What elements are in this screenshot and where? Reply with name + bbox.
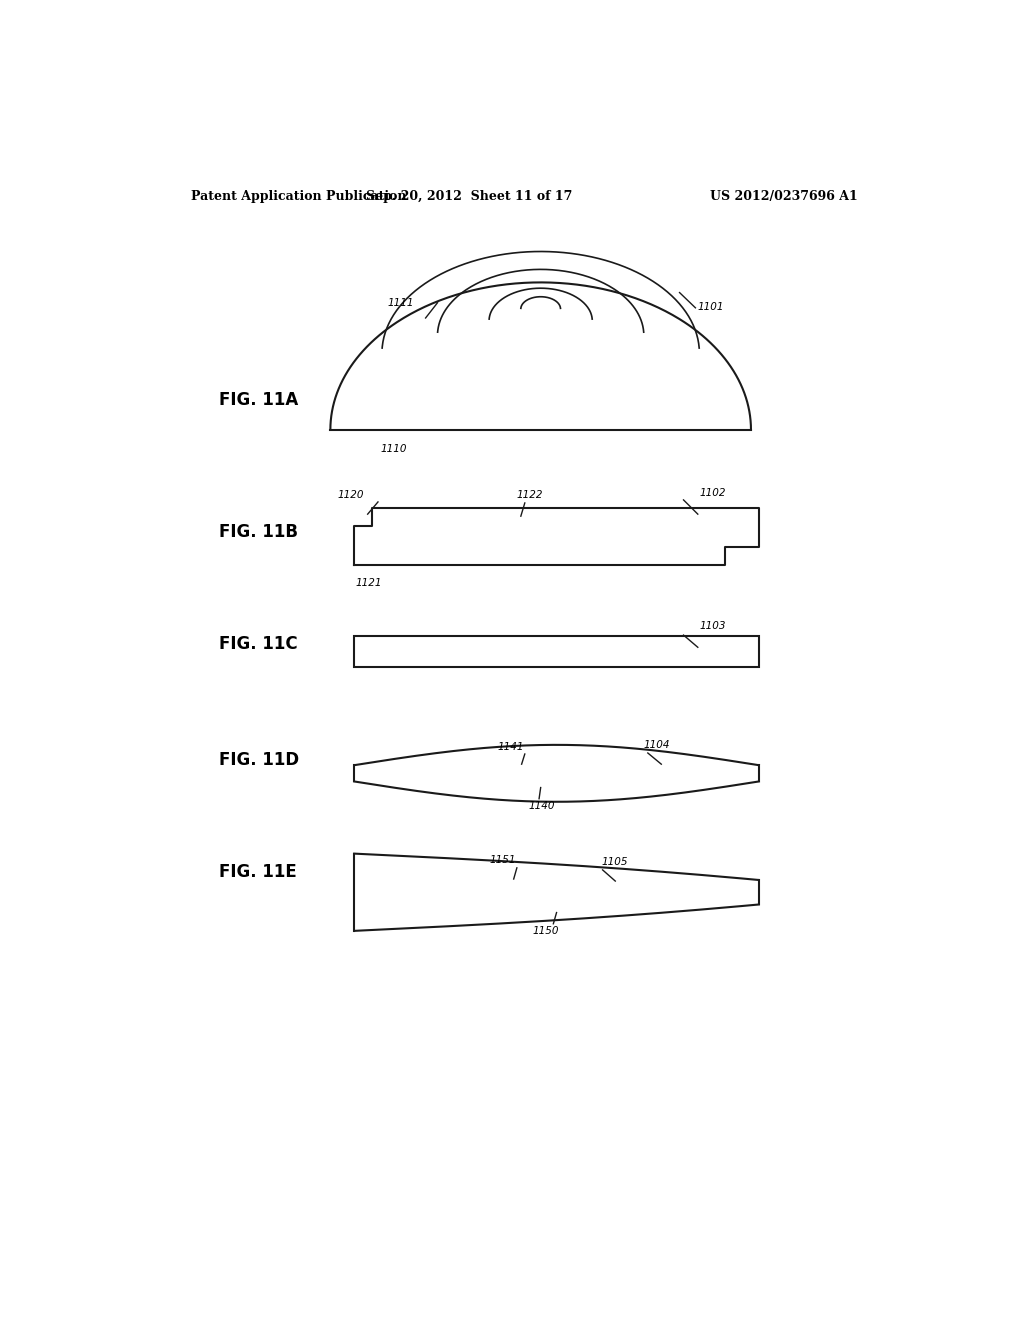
Text: 1140: 1140 <box>528 801 555 810</box>
Text: 1111: 1111 <box>387 298 414 308</box>
Text: 1102: 1102 <box>699 488 726 498</box>
Text: 1122: 1122 <box>517 490 544 500</box>
Text: 1103: 1103 <box>699 620 726 631</box>
Text: Sep. 20, 2012  Sheet 11 of 17: Sep. 20, 2012 Sheet 11 of 17 <box>366 190 572 202</box>
Text: 1104: 1104 <box>644 741 671 750</box>
Bar <box>354 636 759 667</box>
Text: 1150: 1150 <box>532 925 559 936</box>
Text: FIG. 11B: FIG. 11B <box>219 524 298 541</box>
Text: 1141: 1141 <box>497 742 523 752</box>
Text: 1101: 1101 <box>697 302 724 312</box>
Text: FIG. 11C: FIG. 11C <box>219 635 298 653</box>
Text: 1120: 1120 <box>338 490 365 500</box>
Text: 1151: 1151 <box>489 855 516 865</box>
Text: FIG. 11E: FIG. 11E <box>219 863 297 880</box>
Text: FIG. 11A: FIG. 11A <box>219 391 299 409</box>
Text: Patent Application Publication: Patent Application Publication <box>191 190 407 202</box>
Text: 1121: 1121 <box>355 578 382 589</box>
Text: 1105: 1105 <box>602 857 629 867</box>
Text: FIG. 11D: FIG. 11D <box>219 751 299 770</box>
Text: US 2012/0237696 A1: US 2012/0237696 A1 <box>711 190 858 202</box>
Text: 1110: 1110 <box>381 444 408 454</box>
